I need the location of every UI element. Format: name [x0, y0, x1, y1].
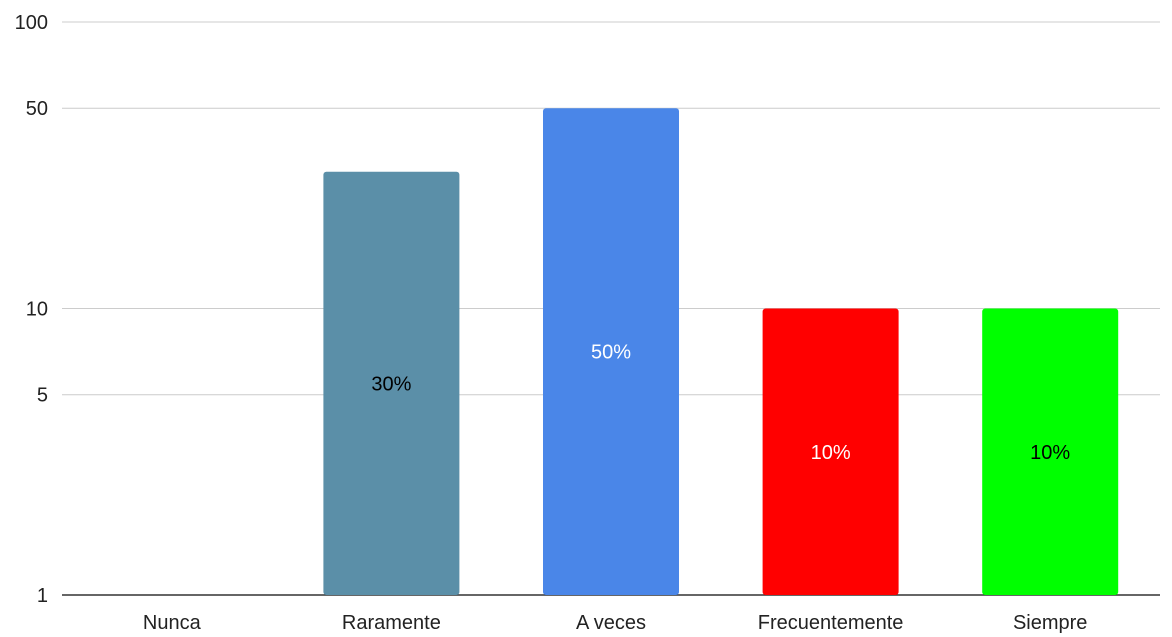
x-tick-label-raramente: Raramente [342, 612, 441, 634]
data-label-raramente: 30% [371, 373, 411, 395]
y-tick-label-1: 1 [37, 585, 48, 607]
bar-raramente [323, 171, 460, 596]
x-tick-label-nunca: Nunca [143, 612, 202, 634]
y-tick-label-100: 100 [15, 12, 48, 34]
y-tick-label-10: 10 [26, 299, 48, 321]
bar-a-veces [543, 108, 679, 596]
x-axis-ticks: Nunca Raramente A veces Frecuentemente Siemp… [143, 612, 1088, 634]
y-tick-label-5: 5 [37, 385, 48, 407]
bar-siempre [982, 308, 1119, 595]
x-tick-label-frecuentemente: Frecuentemente [758, 612, 904, 634]
bar-frecuentemente [762, 308, 899, 595]
data-label-siempre: 10% [1030, 442, 1070, 464]
x-tick-label-a-veces: A veces [576, 612, 646, 634]
data-label-frecuentemente: 10% [811, 442, 851, 464]
bars [323, 108, 1119, 596]
x-tick-label-siempre: Siempre [1013, 612, 1087, 634]
data-label-a-veces: 50% [591, 342, 631, 364]
data-labels: 30% 50% 10% 10% [371, 342, 1070, 464]
y-axis-ticks: 1 5 10 50 100 [15, 12, 48, 607]
y-tick-label-50: 50 [26, 98, 48, 120]
